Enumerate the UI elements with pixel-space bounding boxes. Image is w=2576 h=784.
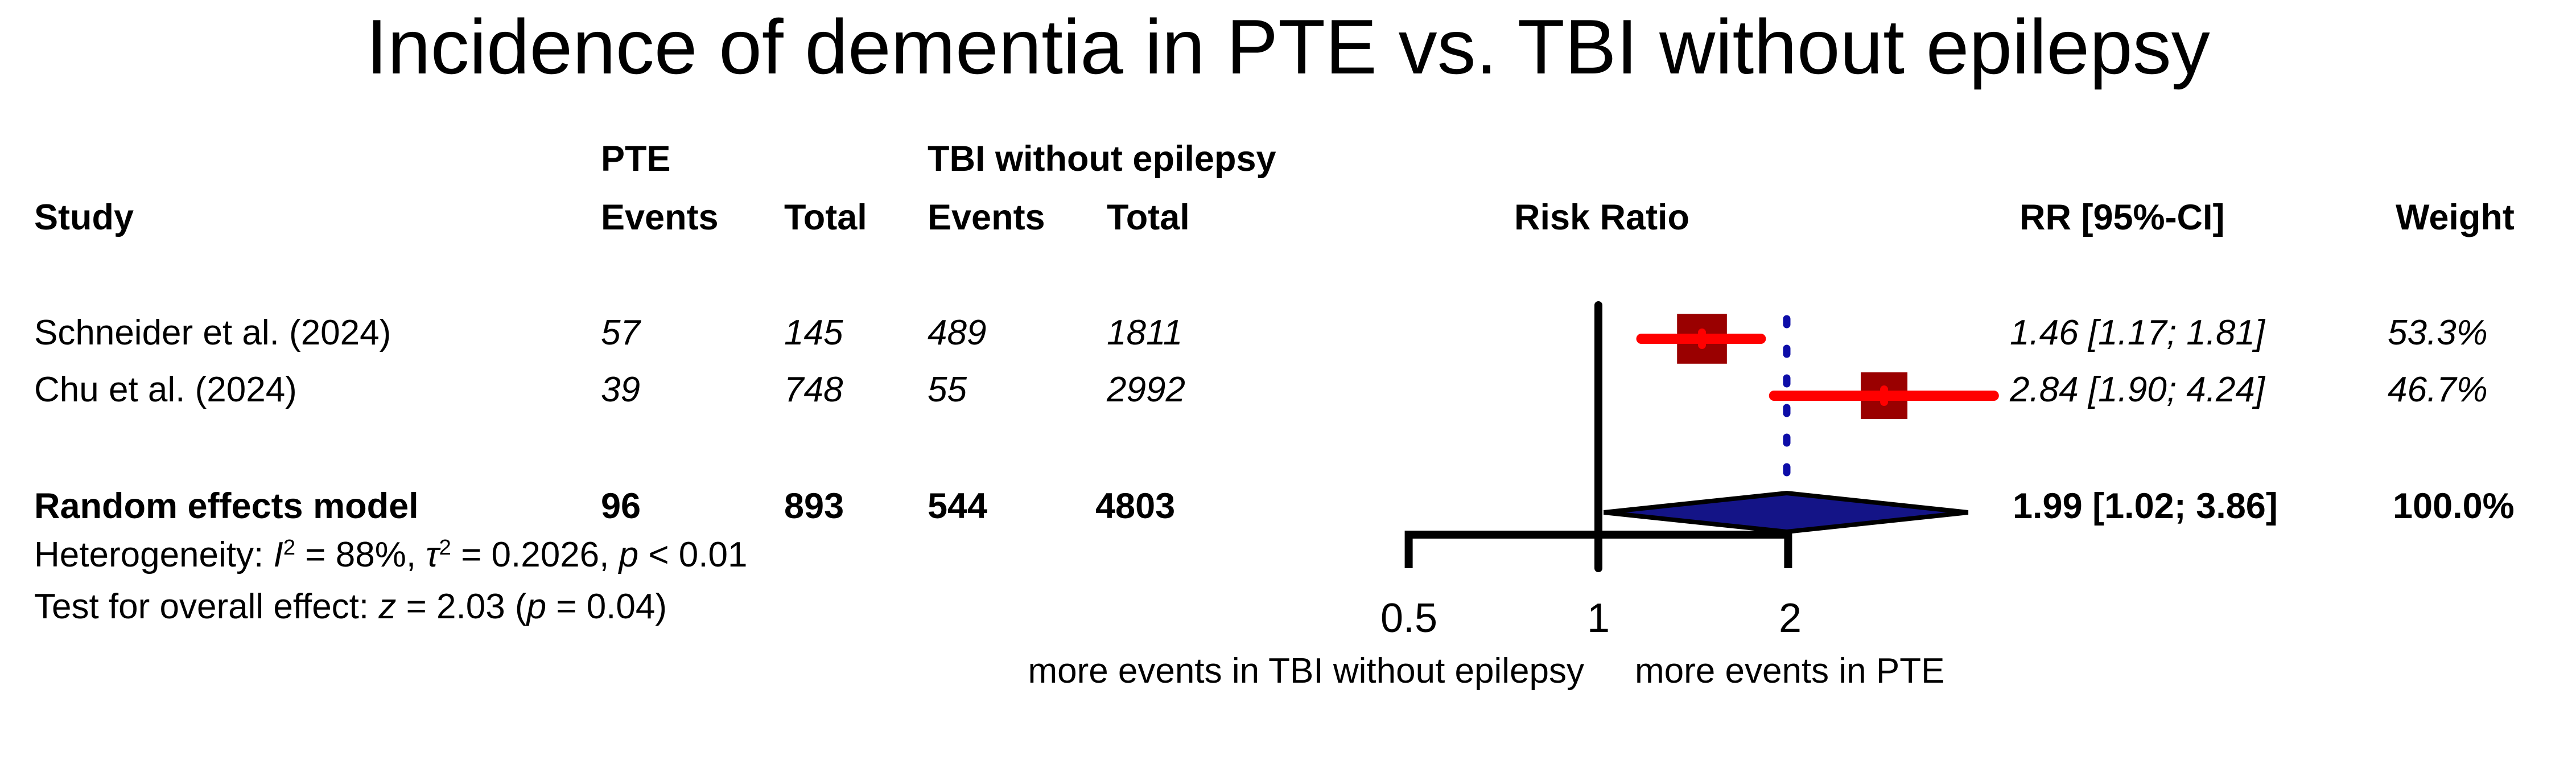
weight-value: 53.3% [2388, 313, 2488, 352]
axis-tick-label: 1 [1586, 596, 1610, 641]
study-label: Chu et al. (2024) [34, 370, 297, 409]
col-header-tbi-total: Total [1107, 198, 1190, 237]
stats-text-segment: = 2.03 ( [396, 587, 527, 626]
xlabel-left: more events in TBI without epilepsy [1028, 651, 1584, 691]
summary-weight: 100.0% [2393, 486, 2515, 526]
stats-text-segment: p [526, 587, 547, 626]
heterogeneity-stats: Heterogeneity: I2 = 88%, τ2 = 0.2026, p … [34, 535, 748, 574]
col-header-rr-ci: RR [95%-CI] [2019, 198, 2225, 237]
col-header-study: Study [34, 198, 134, 237]
summary-tbi-events: 544 [928, 486, 988, 526]
stats-text-segment: z [378, 587, 397, 626]
pte-total-value: 748 [784, 370, 843, 409]
stats-text-segment: I [273, 535, 283, 574]
tbi-total-value: 1811 [1107, 313, 1183, 352]
stats-text-segment: = 0.2026, [451, 535, 619, 574]
stats-text-segment: Heterogeneity: [34, 535, 274, 574]
summary-tbi-total: 4803 [1095, 486, 1176, 526]
group-header-pte: PTE [601, 139, 671, 179]
stats-text-segment: 2 [439, 535, 451, 560]
study-label: Schneider et al. (2024) [34, 313, 391, 352]
pte-total-value: 145 [784, 313, 843, 352]
summary-rr-ci: 1.99 [1.02; 3.86] [2013, 486, 2278, 526]
tbi-events-value: 489 [928, 313, 987, 352]
stats-text-segment: < 0.01 [638, 535, 748, 574]
col-header-risk-ratio: Risk Ratio [1514, 198, 1690, 237]
weight-value: 46.7% [2388, 370, 2488, 409]
pte-events-value: 39 [601, 370, 640, 409]
overall-effect-test: Test for overall effect: z = 2.03 (p = 0… [34, 589, 667, 625]
rr-ci-value: 1.46 [1.17; 1.81] [2010, 313, 2265, 352]
summary-pte-events: 96 [601, 486, 641, 526]
summary-pte-total: 893 [784, 486, 844, 526]
pte-events-value: 57 [601, 313, 640, 352]
stats-text-segment: τ [426, 535, 439, 574]
stats-text-segment: = 0.04) [546, 587, 667, 626]
pooled-estimate-diamond [1604, 490, 1969, 535]
rr-ci-value: 2.84 [1.90; 4.24] [2010, 370, 2265, 409]
axis-tick-label: 0.5 [1380, 596, 1438, 641]
summary-label: Random effects model [34, 486, 419, 526]
col-header-tbi-events: Events [928, 198, 1045, 237]
stats-text-segment: Test for overall effect: [34, 587, 379, 626]
col-header-weight: Weight [2396, 198, 2515, 237]
axis-tick-label: 2 [1778, 596, 1802, 641]
stats-text-segment: 2 [283, 535, 296, 560]
group-header-tbi: TBI without epilepsy [928, 139, 1276, 179]
tbi-total-value: 2992 [1107, 370, 1185, 409]
stats-text-segment: p [619, 535, 639, 574]
chart-title: Incidence of dementia in PTE vs. TBI wit… [366, 3, 2210, 90]
col-header-pte-total: Total [784, 198, 867, 237]
xlabel-right: more events in PTE [1635, 651, 1945, 691]
tbi-events-value: 55 [928, 370, 967, 409]
stats-text-segment: = 88%, [295, 535, 426, 574]
col-header-pte-events: Events [601, 198, 719, 237]
